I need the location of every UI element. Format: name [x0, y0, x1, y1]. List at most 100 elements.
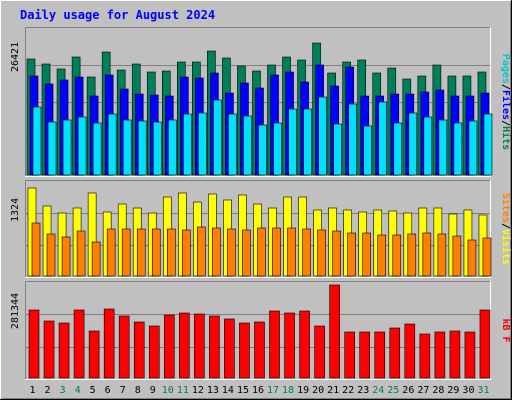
x-tick-label-day-15: 15 [237, 385, 249, 396]
x-tick-label-day-9: 9 [150, 385, 156, 396]
bar-pages-day-31 [483, 113, 493, 176]
x-tick-label-day-13: 13 [207, 385, 219, 396]
x-tick-label-day-16: 16 [252, 385, 264, 396]
bar-sites-day-16 [257, 227, 266, 277]
bar-kb-f-day-13 [209, 315, 220, 379]
bar-sites-day-29 [452, 235, 462, 277]
bar-sites-day-14 [227, 228, 236, 277]
bar-pages-day-19 [303, 108, 312, 176]
bar-kb-f-day-5 [88, 330, 100, 379]
panel-visits-sites-max-label: 1324 [10, 198, 21, 222]
bar-pages-day-3 [62, 119, 72, 176]
x-tick-label-day-29: 29 [447, 385, 459, 396]
bar-kb-f-day-15 [239, 322, 250, 379]
bar-pages-day-17 [273, 122, 282, 176]
bar-sites-day-25 [392, 234, 402, 277]
panel-hits-files-pages-legend: Pages/Files/Hits [500, 54, 512, 150]
x-tick-label-day-14: 14 [222, 385, 234, 396]
bar-pages-day-7 [122, 119, 132, 176]
x-tick-label-day-2: 2 [45, 385, 51, 396]
x-tick-label-day-25: 25 [387, 385, 399, 396]
bar-pages-day-20 [318, 96, 327, 176]
bar-pages-day-6 [107, 113, 117, 176]
bar-sites-day-30 [467, 239, 477, 277]
bar-kb-f-day-22 [344, 331, 355, 379]
bar-sites-day-2 [46, 233, 56, 277]
bar-sites-day-12 [197, 226, 206, 277]
bar-pages-day-25 [393, 122, 403, 176]
bar-pages-day-11 [183, 113, 192, 176]
bar-sites-day-4 [76, 230, 86, 277]
bar-kb-f-day-16 [254, 321, 265, 379]
bar-sites-day-11 [182, 229, 191, 277]
bar-pages-day-18 [288, 108, 297, 176]
x-tick-label-day-6: 6 [105, 385, 111, 396]
bar-sites-day-21 [332, 230, 341, 277]
bar-pages-day-10 [167, 119, 177, 176]
bar-kb-f-day-31 [479, 309, 491, 379]
bar-pages-day-12 [198, 112, 207, 176]
bar-kb-f-day-28 [434, 331, 446, 379]
bar-kb-f-day-10 [163, 314, 175, 379]
bar-pages-day-21 [333, 123, 342, 176]
x-tick-label-day-22: 22 [342, 385, 354, 396]
x-tick-label-day-12: 12 [192, 385, 204, 396]
x-tick-label-day-21: 21 [327, 385, 339, 396]
bar-kb-f-day-25 [389, 327, 401, 379]
x-tick-label-day-3: 3 [60, 385, 66, 396]
bar-pages-day-15 [243, 115, 252, 176]
legend-separator: / [500, 84, 511, 90]
bar-sites-day-10 [166, 228, 176, 277]
bar-sites-day-31 [482, 237, 492, 277]
bar-pages-day-29 [453, 122, 463, 176]
bar-pages-day-30 [468, 120, 478, 176]
x-tick-label-day-27: 27 [417, 385, 429, 396]
bar-sites-day-15 [242, 229, 251, 277]
bar-kb-f-day-8 [133, 321, 145, 379]
bar-sites-day-20 [317, 229, 326, 277]
legend-entry-sites: Sites [500, 193, 512, 223]
bar-pages-day-23 [363, 125, 373, 176]
x-tick-label-day-19: 19 [297, 385, 309, 396]
bar-kb-f-day-26 [404, 323, 416, 379]
panel-hits-files-pages-max-label: 26421 [10, 42, 21, 72]
x-tick-label-day-8: 8 [135, 385, 141, 396]
legend-entry-kb-f: kB F [500, 318, 511, 342]
bar-pages-day-9 [152, 121, 162, 176]
x-tick-label-day-26: 26 [402, 385, 414, 396]
bar-kb-f-day-4 [73, 309, 85, 379]
bar-kb-f-day-12 [194, 313, 205, 379]
legend-separator: / [500, 223, 511, 229]
x-tick-label-day-10: 10 [162, 385, 174, 396]
bar-kb-f-day-23 [359, 331, 371, 379]
bar-kb-f-day-6 [103, 308, 115, 379]
legend-entry-pages: Pages [500, 54, 511, 84]
x-tick-label-day-24: 24 [372, 385, 384, 396]
bar-sites-day-19 [302, 228, 311, 277]
bar-sites-day-26 [407, 233, 417, 277]
legend-entry-files: Files [500, 90, 512, 120]
bar-sites-day-7 [121, 228, 131, 277]
bar-sites-day-3 [61, 236, 71, 277]
x-tick-label-day-28: 28 [432, 385, 444, 396]
panel-kb-f-legend: kB F [500, 318, 511, 342]
bar-pages-day-27 [423, 116, 433, 176]
bar-pages-day-22 [348, 103, 357, 176]
legend-entry-visits: Visits [500, 229, 512, 265]
panel-kb-f-max-label: 281344 [10, 293, 21, 329]
bar-sites-day-27 [422, 232, 432, 277]
x-tick-label-day-11: 11 [177, 385, 189, 396]
bar-sites-day-6 [106, 228, 116, 277]
bar-pages-day-28 [438, 119, 448, 176]
bar-kb-f-day-2 [43, 320, 55, 379]
bar-kb-f-day-1 [28, 309, 40, 379]
bar-sites-day-5 [91, 241, 101, 277]
bar-pages-day-4 [77, 116, 87, 176]
bar-sites-day-8 [136, 228, 146, 277]
x-tick-label-day-7: 7 [120, 385, 126, 396]
x-tick-label-day-31: 31 [477, 385, 489, 396]
bar-kb-f-day-27 [419, 333, 431, 379]
bar-kb-f-day-3 [58, 322, 70, 379]
x-tick-label-day-1: 1 [30, 385, 36, 396]
